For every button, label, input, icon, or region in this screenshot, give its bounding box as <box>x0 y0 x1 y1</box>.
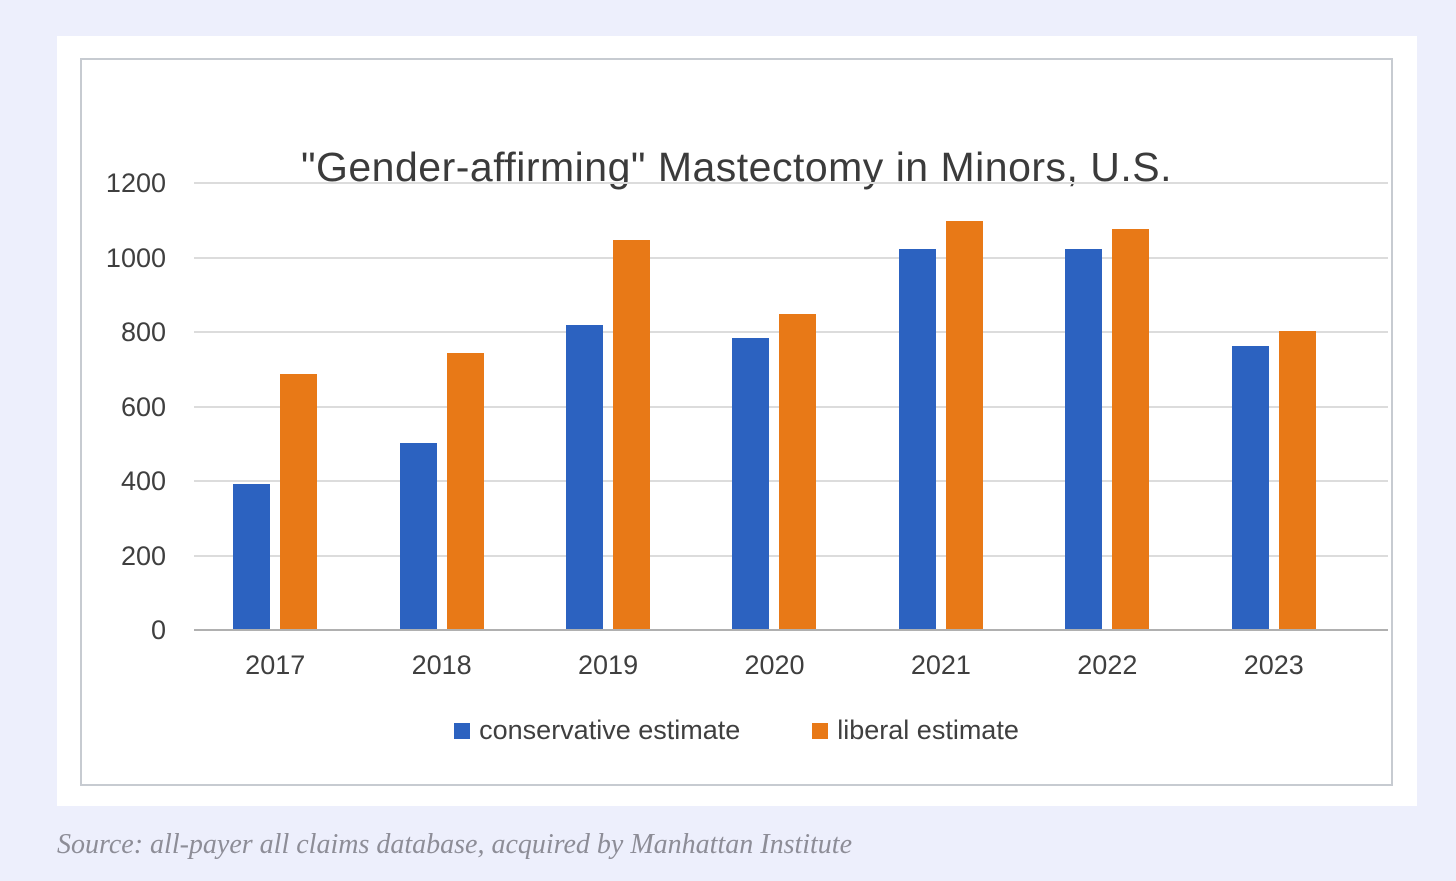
legend-item-liberal: liberal estimate <box>812 715 1019 746</box>
bar-liberal-2017 <box>280 374 318 629</box>
y-axis-tick-label: 800 <box>120 317 166 347</box>
bar-liberal-2018 <box>446 353 484 629</box>
bar-liberal-2023 <box>1278 331 1316 629</box>
bar-conservative-2020 <box>732 338 770 629</box>
legend-label: liberal estimate <box>837 715 1019 745</box>
legend-label: conservative estimate <box>479 715 741 745</box>
x-axis-label: 2019 <box>578 650 639 680</box>
bar-group-2021 <box>858 182 1024 629</box>
y-axis-tick-label: 0 <box>150 615 166 645</box>
x-axis-label: 2018 <box>411 650 472 680</box>
x-axis-label: 2022 <box>1077 650 1138 680</box>
x-axis-label: 2023 <box>1243 650 1304 680</box>
y-axis-tick-label: 1200 <box>105 168 166 198</box>
bar-group-2017 <box>192 182 358 629</box>
bar-conservative-2021 <box>898 249 936 629</box>
bar-group-2018 <box>358 182 524 629</box>
y-axis-tick-label: 600 <box>120 391 166 422</box>
x-axis-line <box>194 629 1388 631</box>
source-note: Source: all-payer all claims database, a… <box>57 829 853 860</box>
bar-conservative-2019 <box>566 325 604 629</box>
y-axis-tick-label: 1000 <box>105 242 166 273</box>
plot-area <box>192 182 1357 629</box>
chart-card: "Gender-affirming" Mastectomy in Minors,… <box>57 36 1417 806</box>
bar-conservative-2018 <box>399 443 437 629</box>
chart-area: "Gender-affirming" Mastectomy in Minors,… <box>80 58 1393 786</box>
bar-group-2020 <box>691 182 857 629</box>
bar-liberal-2020 <box>779 314 817 629</box>
legend-swatch-icon <box>454 722 471 739</box>
bar-conservative-2022 <box>1065 249 1103 629</box>
gridline <box>194 256 1388 259</box>
x-axis-label: 2017 <box>245 650 306 680</box>
y-axis-tick-label: 200 <box>120 540 166 571</box>
legend-swatch-icon <box>812 722 829 739</box>
legend: conservative estimate liberal estimate <box>82 715 1391 746</box>
gridline <box>194 182 1388 184</box>
bar-group-2022 <box>1024 182 1190 629</box>
bar-group-2023 <box>1191 182 1357 629</box>
bar-liberal-2021 <box>945 221 983 629</box>
x-axis-labels: 2017 2018 2019 2020 2021 2022 2023 <box>192 650 1357 681</box>
bar-liberal-2019 <box>613 240 651 629</box>
legend-item-conservative: conservative estimate <box>454 715 740 746</box>
y-axis-tick-label: 400 <box>120 466 166 496</box>
bar-conservative-2023 <box>1231 346 1269 629</box>
bar-liberal-2022 <box>1112 229 1150 629</box>
bar-group-2019 <box>525 182 691 629</box>
x-axis-label: 2021 <box>910 650 971 680</box>
bar-conservative-2017 <box>233 484 271 629</box>
x-axis-label: 2020 <box>744 650 805 680</box>
